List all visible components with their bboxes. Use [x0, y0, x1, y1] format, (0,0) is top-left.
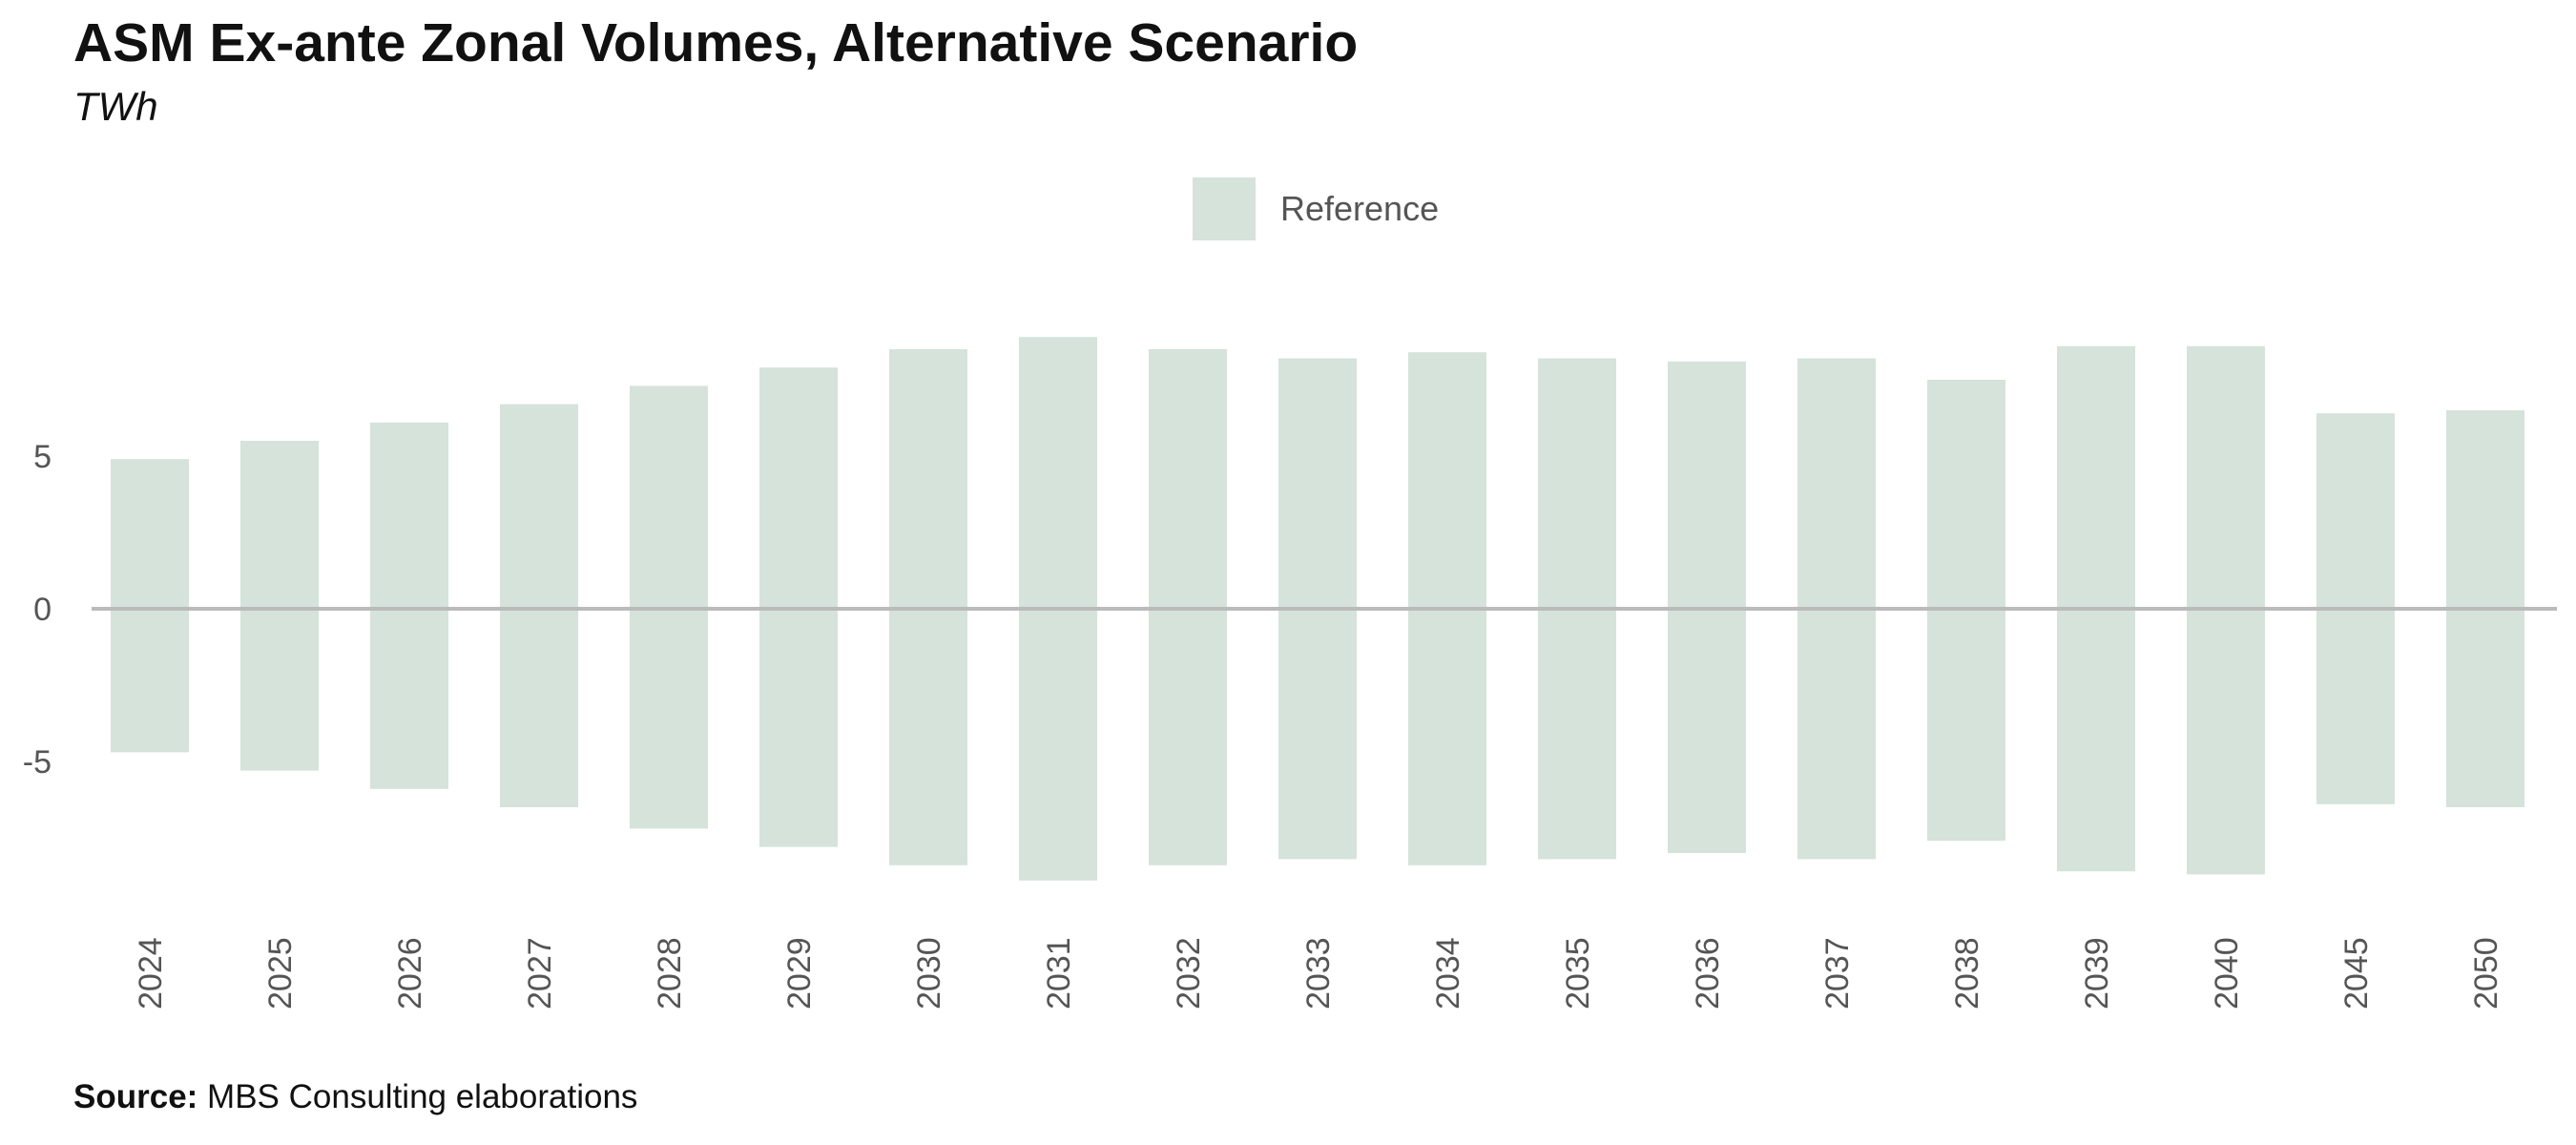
bar-positive-2034 [1408, 352, 1486, 609]
x-tick-label-2029: 2029 [781, 937, 818, 1010]
bar-positive-2045 [2316, 413, 2395, 609]
y-tick-label-5: 5 [33, 439, 52, 475]
legend-label-reference: Reference [1280, 189, 1440, 228]
bar-negative-2032 [1149, 609, 1227, 865]
bar-positive-2026 [370, 422, 448, 609]
x-tick-label-2039: 2039 [2079, 937, 2115, 1010]
bar-negative-2030 [889, 609, 967, 865]
bar-negative-2045 [2316, 609, 2395, 804]
y-tick-label-0: 0 [33, 592, 52, 628]
bar-negative-2039 [2057, 609, 2135, 872]
chart-title: ASM Ex-ante Zonal Volumes, Alternative S… [73, 12, 1359, 73]
bar-negative-2029 [759, 609, 838, 847]
source-text: MBS Consulting elaborations [207, 1078, 638, 1115]
bar-positive-2030 [889, 349, 967, 609]
x-tick-labels: 2024 2025 2026 2027 2028 2029 2030 2031 2032 2033… [133, 937, 2504, 1010]
x-tick-label-2037: 2037 [1819, 937, 1856, 1010]
x-tick-label-2027: 2027 [522, 937, 558, 1010]
x-tick-label-2032: 2032 [1171, 937, 1207, 1010]
y-tick-labels: 5 0 -5 [23, 439, 52, 781]
x-tick-label-2028: 2028 [652, 937, 688, 1010]
bar-negative-2024 [111, 609, 189, 753]
bar-negative-2033 [1278, 609, 1357, 860]
chart-subtitle: TWh [73, 84, 158, 129]
bar-positive-2039 [2057, 345, 2135, 609]
bar-negative-2031 [1019, 609, 1097, 881]
bar-positive-2037 [1797, 358, 1876, 609]
bar-negative-2035 [1538, 609, 1616, 860]
x-tick-label-2031: 2031 [1041, 937, 1077, 1010]
bar-negative-2040 [2187, 609, 2265, 875]
bar-positive-2029 [759, 367, 838, 609]
x-tick-label-2030: 2030 [911, 937, 947, 1010]
x-tick-label-2038: 2038 [1949, 937, 1985, 1010]
bar-negative-2025 [240, 609, 319, 771]
bar-positive-2035 [1538, 358, 1616, 609]
x-tick-label-2035: 2035 [1560, 937, 1596, 1010]
bar-negative-2026 [370, 609, 448, 789]
x-tick-label-2026: 2026 [392, 937, 428, 1010]
bar-negative-2034 [1408, 609, 1486, 865]
source-label: Source: [73, 1078, 198, 1115]
x-tick-label-2040: 2040 [2209, 937, 2245, 1010]
legend-swatch-reference [1193, 177, 1256, 240]
bar-positive-2025 [240, 441, 319, 609]
bar-negative-2037 [1797, 609, 1876, 860]
bar-positive-2024 [111, 459, 189, 609]
bar-positive-2050 [2446, 410, 2524, 609]
x-tick-label-2024: 2024 [133, 937, 169, 1010]
x-tick-label-2033: 2033 [1300, 937, 1337, 1010]
source-note: Source: MBS Consulting elaborations [73, 1078, 637, 1116]
bar-positive-2036 [1668, 361, 1746, 609]
x-tick-label-2045: 2045 [2338, 937, 2375, 1010]
y-tick-label--5: -5 [23, 744, 52, 781]
bars-layer [111, 337, 2524, 881]
bar-negative-2027 [500, 609, 578, 807]
legend: Reference [1193, 177, 1439, 240]
bar-positive-2040 [2187, 345, 2265, 609]
bar-positive-2028 [630, 385, 708, 609]
bar-positive-2032 [1149, 349, 1227, 609]
bar-positive-2038 [1927, 380, 2005, 609]
x-tick-label-2025: 2025 [262, 937, 299, 1010]
x-tick-label-2036: 2036 [1690, 937, 1726, 1010]
x-tick-label-2034: 2034 [1430, 937, 1466, 1010]
x-tick-label-2050: 2050 [2468, 937, 2504, 1010]
bar-positive-2031 [1019, 337, 1097, 609]
bar-negative-2028 [630, 609, 708, 829]
bar-negative-2038 [1927, 609, 2005, 842]
bar-negative-2050 [2446, 609, 2524, 807]
bar-negative-2036 [1668, 609, 1746, 853]
bar-positive-2033 [1278, 358, 1357, 609]
bar-positive-2027 [500, 404, 578, 609]
